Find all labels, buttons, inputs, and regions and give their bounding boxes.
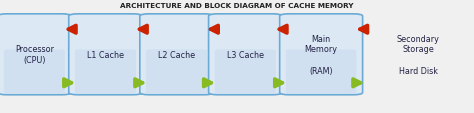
FancyBboxPatch shape <box>75 50 136 94</box>
Text: L3 Cache: L3 Cache <box>227 50 264 59</box>
Text: L1 Cache: L1 Cache <box>87 50 124 59</box>
FancyBboxPatch shape <box>280 15 363 95</box>
Text: Processor
(CPU): Processor (CPU) <box>15 45 54 65</box>
Text: Main
Memory

(RAM): Main Memory (RAM) <box>305 34 337 75</box>
Text: L2 Cache: L2 Cache <box>158 50 195 59</box>
FancyBboxPatch shape <box>209 15 282 95</box>
FancyBboxPatch shape <box>140 15 213 95</box>
FancyBboxPatch shape <box>286 50 356 94</box>
FancyBboxPatch shape <box>4 50 65 94</box>
FancyBboxPatch shape <box>146 50 207 94</box>
FancyBboxPatch shape <box>69 15 142 95</box>
Text: ARCHITECTURE AND BLOCK DIAGRAM OF CACHE MEMORY: ARCHITECTURE AND BLOCK DIAGRAM OF CACHE … <box>120 3 354 9</box>
FancyBboxPatch shape <box>215 50 276 94</box>
FancyBboxPatch shape <box>0 15 71 95</box>
Text: Secondary
Storage

Hard Disk: Secondary Storage Hard Disk <box>397 34 440 75</box>
